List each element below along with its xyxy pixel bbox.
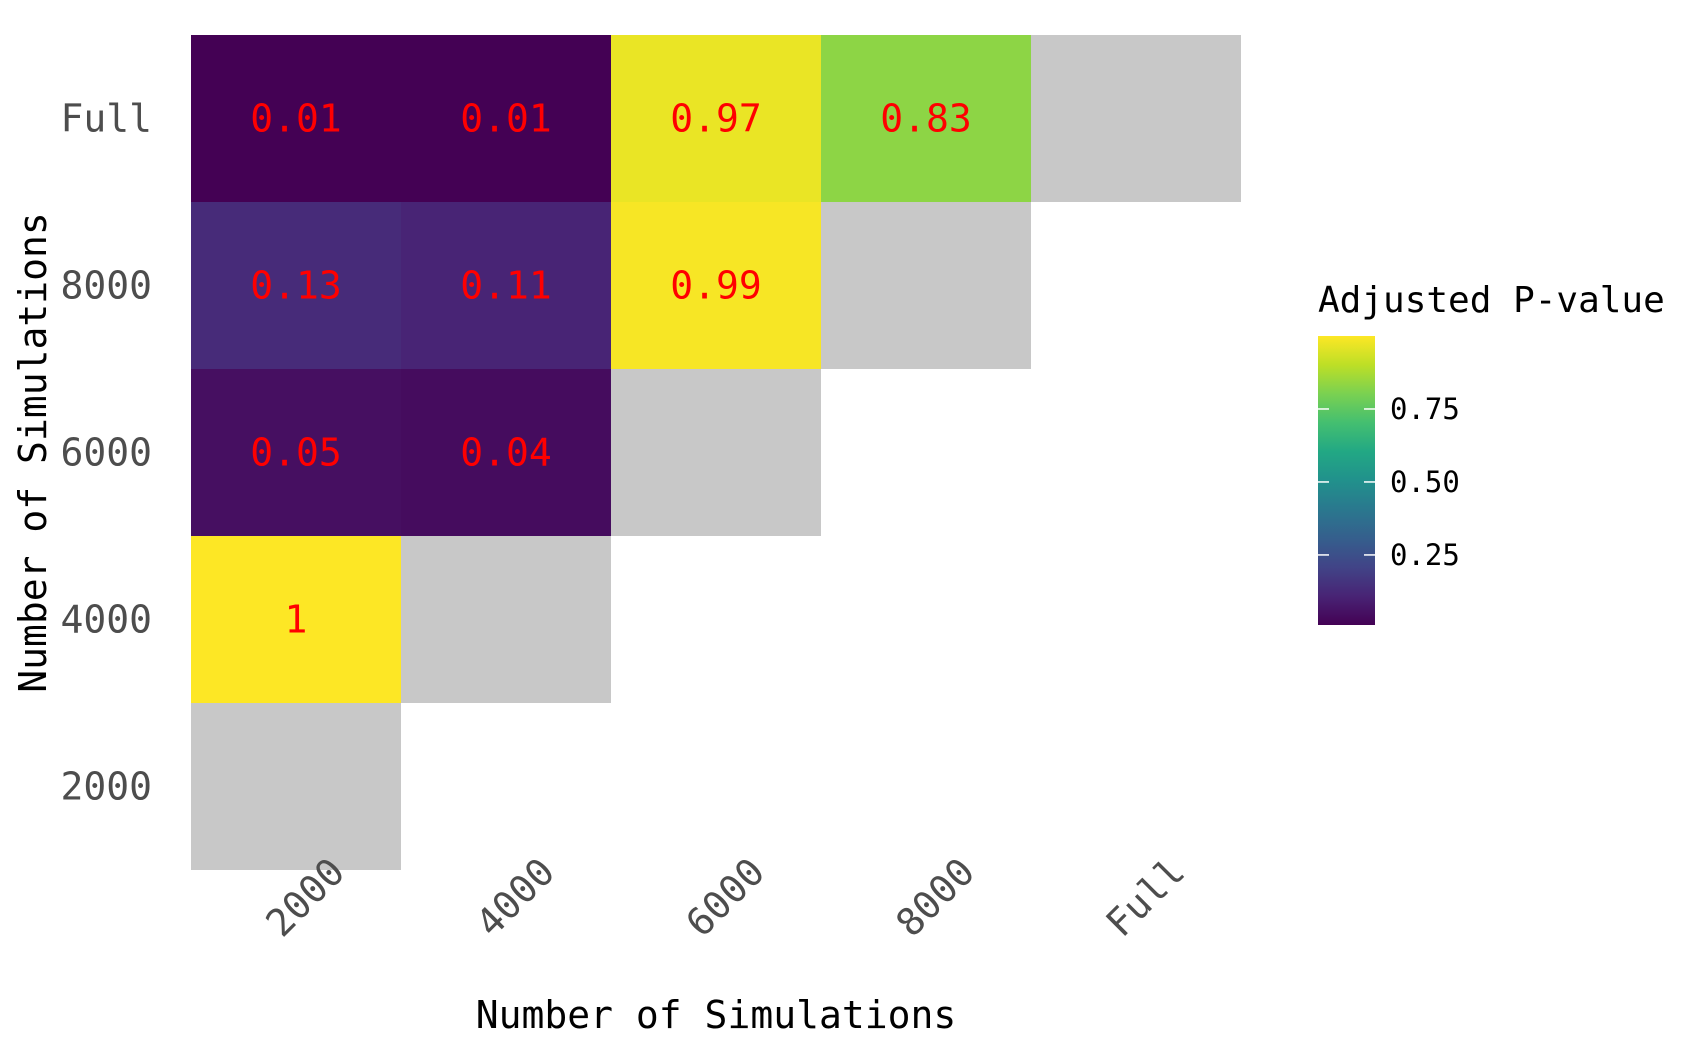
heatmap-cell-value: 0.05 bbox=[250, 431, 342, 475]
y-axis-title: Number of Simulations bbox=[11, 212, 55, 692]
legend-title: Adjusted P-value bbox=[1318, 280, 1665, 321]
heatmap-cell-value: 0.97 bbox=[670, 97, 762, 141]
heatmap-cell bbox=[611, 202, 821, 369]
y-tick-label: Full bbox=[60, 97, 152, 141]
heatmap-cell-na bbox=[401, 536, 611, 703]
heatmap-cell bbox=[191, 369, 401, 536]
heatmap-cell-na bbox=[1031, 35, 1241, 202]
y-tick-label: 2000 bbox=[60, 765, 152, 809]
y-axis-tick-labels: 2000 4000 6000 8000 Full bbox=[60, 97, 152, 809]
heatmap-cell-value: 0.13 bbox=[250, 264, 342, 308]
x-tick-label: 4000 bbox=[467, 849, 563, 945]
heatmap-cell-value: 0.04 bbox=[460, 431, 552, 475]
legend-colorbar bbox=[1318, 336, 1375, 625]
heatmap-cell-value: 0.83 bbox=[880, 97, 972, 141]
x-tick-label: Full bbox=[1097, 849, 1193, 945]
heatmap-cell-na bbox=[611, 369, 821, 536]
heatmap-cell-value: 0.99 bbox=[670, 264, 762, 308]
heatmap-cell-value: 0.11 bbox=[460, 264, 552, 308]
heatmap-cell-value: 0.01 bbox=[250, 97, 342, 141]
y-tick-label: 6000 bbox=[60, 431, 152, 475]
x-tick-label: 6000 bbox=[677, 849, 773, 945]
legend-ticks: 0.25 0.50 0.75 bbox=[1318, 392, 1460, 572]
heatmap-cell-labels: 1 0.05 0.04 0.13 0.11 0.99 0.01 0.01 0.97 0.83 bbox=[250, 97, 972, 642]
legend-tick-label: 0.25 bbox=[1390, 538, 1460, 572]
y-tick-label: 8000 bbox=[60, 264, 152, 308]
legend-tick-label: 0.50 bbox=[1390, 465, 1460, 499]
heatmap-cell bbox=[191, 536, 401, 703]
heatmap-cell-value: 1 bbox=[285, 598, 308, 642]
heatmap-cell bbox=[821, 35, 1031, 202]
color-legend: Adjusted P-value 0.25 0.50 0.75 bbox=[1318, 280, 1665, 625]
heatmap-cell bbox=[191, 202, 401, 369]
y-tick-label: 4000 bbox=[60, 598, 152, 642]
heatmap-cells bbox=[191, 35, 1241, 870]
heatmap-cell-na bbox=[821, 202, 1031, 369]
legend-tick-label: 0.75 bbox=[1390, 392, 1460, 426]
x-axis-title: Number of Simulations bbox=[476, 993, 956, 1037]
heatmap-cell bbox=[401, 202, 611, 369]
heatmap-cell bbox=[401, 35, 611, 202]
heatmap-cell-value: 0.01 bbox=[460, 97, 552, 141]
x-tick-label: 8000 bbox=[887, 849, 983, 945]
heatmap-cell bbox=[611, 35, 821, 202]
heatmap-cell-na bbox=[191, 703, 401, 870]
heatmap-cell bbox=[401, 369, 611, 536]
heatmap-cell bbox=[191, 35, 401, 202]
